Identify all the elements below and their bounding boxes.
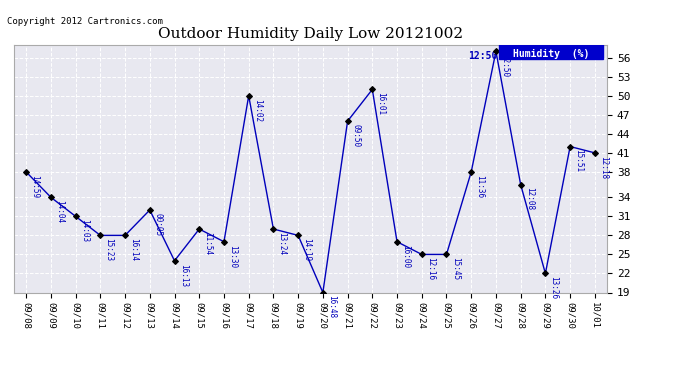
Point: [416, 251, 427, 257]
Text: 15:45: 15:45: [451, 257, 460, 280]
Text: 14:03: 14:03: [80, 219, 89, 242]
Text: 12:18: 12:18: [599, 156, 608, 179]
Point: [119, 232, 130, 238]
Text: 14:19: 14:19: [302, 238, 311, 261]
Point: [515, 182, 526, 188]
Text: 12:16: 12:16: [426, 257, 435, 280]
Text: 12:50: 12:50: [468, 51, 497, 61]
Point: [391, 239, 402, 245]
Text: 11:36: 11:36: [475, 175, 484, 198]
Point: [268, 226, 279, 232]
Point: [367, 86, 378, 92]
Text: 15:23: 15:23: [104, 238, 113, 261]
Point: [589, 150, 600, 156]
Bar: [499, 40, 603, 58]
Text: 16:14: 16:14: [129, 238, 138, 261]
Text: 14:59: 14:59: [30, 175, 39, 198]
Text: 16:01: 16:01: [377, 92, 386, 116]
Text: 16:13: 16:13: [179, 264, 188, 286]
Text: 12:50: 12:50: [500, 54, 509, 77]
Text: 15:51: 15:51: [574, 149, 583, 172]
Text: 11:54: 11:54: [204, 232, 213, 255]
Text: Copyright 2012 Cartronics.com: Copyright 2012 Cartronics.com: [7, 17, 163, 26]
Text: Humidity  (%): Humidity (%): [513, 49, 590, 59]
Point: [342, 118, 353, 124]
Text: 16:00: 16:00: [401, 244, 410, 268]
Text: 13:26: 13:26: [549, 276, 558, 299]
Point: [95, 232, 106, 238]
Text: 00:05: 00:05: [154, 213, 163, 236]
Text: 12:08: 12:08: [525, 188, 534, 210]
Text: 16:48: 16:48: [327, 295, 336, 318]
Point: [466, 169, 477, 175]
Text: 13:30: 13:30: [228, 244, 237, 268]
Text: 13:24: 13:24: [277, 232, 286, 255]
Point: [219, 239, 230, 245]
Point: [293, 232, 304, 238]
Text: 14:02: 14:02: [253, 99, 262, 122]
Point: [317, 290, 328, 296]
Point: [194, 226, 205, 232]
Point: [144, 207, 155, 213]
Title: Outdoor Humidity Daily Low 20121002: Outdoor Humidity Daily Low 20121002: [158, 27, 463, 41]
Text: 14:04: 14:04: [55, 200, 64, 223]
Point: [70, 213, 81, 219]
Point: [540, 270, 551, 276]
Text: 09:50: 09:50: [352, 124, 361, 147]
Point: [46, 194, 57, 200]
Point: [21, 169, 32, 175]
Point: [243, 93, 254, 99]
Point: [564, 144, 575, 150]
Point: [441, 251, 452, 257]
Point: [491, 48, 502, 54]
Point: [169, 258, 180, 264]
